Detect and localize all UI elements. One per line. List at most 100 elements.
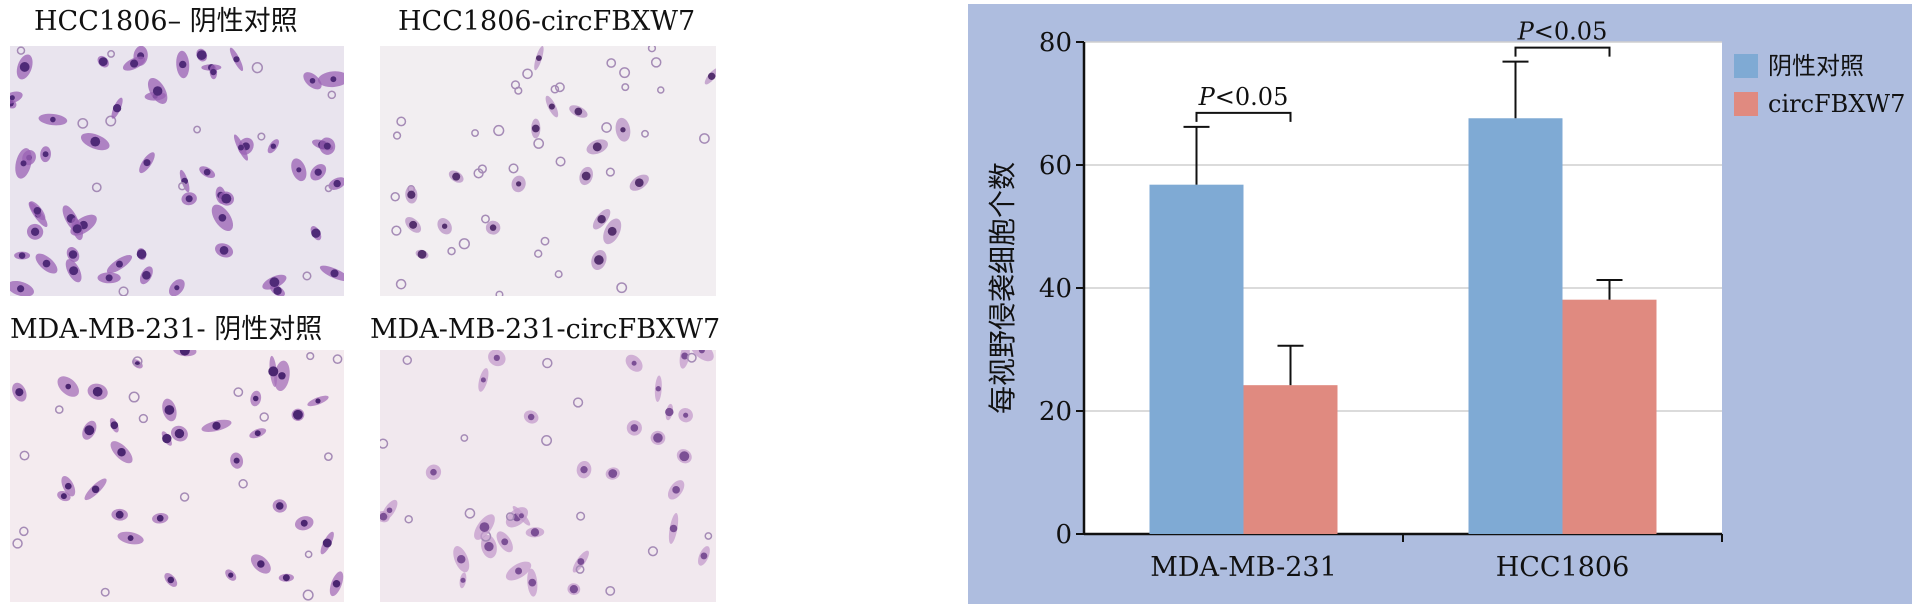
cell-nucleus xyxy=(15,388,24,397)
micrograph-hcc1806-circfbxw7 xyxy=(380,46,716,296)
micrograph-hcc1806-circfbxw7-svg xyxy=(380,46,716,296)
membrane-pore xyxy=(138,413,149,424)
cell-nucleus xyxy=(607,226,617,236)
cell-nucleus xyxy=(210,68,217,76)
cell-nucleus xyxy=(282,574,290,582)
membrane-pore xyxy=(396,116,407,127)
bar xyxy=(1149,184,1244,534)
membrane-pore xyxy=(193,125,202,134)
cell-nucleus xyxy=(50,116,56,123)
membrane-pore xyxy=(554,270,563,279)
legend-label: 阴性对照 xyxy=(1768,52,1864,80)
cell-nucleus xyxy=(68,250,78,259)
cell-nucleus xyxy=(185,195,193,203)
membrane-pore xyxy=(12,538,23,549)
cell-nucleus xyxy=(115,260,123,268)
micrograph-mda-circfbxw7-svg xyxy=(380,350,716,602)
cell-nucleus xyxy=(130,59,139,68)
membrane-pore xyxy=(380,438,389,449)
membrane-pore xyxy=(540,236,550,246)
cell-nucleus xyxy=(19,62,30,72)
cell-nucleus xyxy=(270,143,277,149)
cell-nucleus xyxy=(233,56,240,63)
cell-nucleus xyxy=(456,554,466,564)
membrane-pore xyxy=(402,355,413,365)
cell-nucleus xyxy=(112,104,122,113)
cell-nucleus xyxy=(278,372,286,380)
membrane-pore xyxy=(54,405,64,414)
membrane-pore xyxy=(514,86,523,95)
cell-nucleus xyxy=(620,127,626,133)
cell-nucleus xyxy=(679,451,690,462)
cell-nucleus xyxy=(655,386,662,392)
membrane-pore xyxy=(647,546,659,557)
cell-nucleus xyxy=(300,519,308,527)
cell-nucleus xyxy=(156,514,164,522)
cell-nucleus xyxy=(441,223,448,229)
cell-nucleus xyxy=(597,214,606,224)
cell-nucleus xyxy=(460,577,466,583)
cell-nucleus xyxy=(218,213,227,222)
cell-nucleus xyxy=(42,259,51,268)
cell-nucleus xyxy=(594,255,604,265)
cell-nucleus xyxy=(20,160,27,167)
cell-nucleus xyxy=(669,524,678,533)
membrane-pore xyxy=(233,387,244,398)
membrane-pore xyxy=(508,163,519,174)
cell-nucleus xyxy=(531,124,540,133)
cell-nucleus xyxy=(581,171,591,181)
cell-nucleus xyxy=(17,285,25,293)
significance-label: P<0.05 xyxy=(1198,83,1289,111)
cell-nucleus xyxy=(174,285,180,291)
membrane-pore xyxy=(605,585,616,596)
cell-nucleus xyxy=(452,172,461,181)
cell-nucleus xyxy=(333,179,341,188)
membrane-pore xyxy=(302,589,314,601)
cell-nucleus xyxy=(164,405,175,415)
membrane-pore xyxy=(606,58,617,68)
cell-nucleus xyxy=(196,50,207,60)
cell-nucleus xyxy=(152,86,163,96)
cell-nucleus xyxy=(212,421,221,430)
y-tick-label: 40 xyxy=(1039,274,1072,304)
cell-nucleus xyxy=(252,395,259,402)
membrane-pore xyxy=(534,249,543,258)
cell-nucleus xyxy=(69,266,79,276)
membrane-pore xyxy=(621,83,630,92)
membrane-pore xyxy=(464,508,476,519)
cell-nucleus xyxy=(409,220,418,229)
membrane-pore xyxy=(554,82,565,93)
cell-nucleus xyxy=(574,107,583,116)
cell-nucleus xyxy=(292,409,303,420)
cell-nucleus xyxy=(105,274,113,282)
cell-nucleus xyxy=(273,286,282,295)
cell-nucleus xyxy=(84,425,95,436)
micrograph-mda-control xyxy=(10,350,344,602)
cell-nucleus xyxy=(501,538,509,546)
cell-nucleus xyxy=(672,486,680,494)
membrane-pore xyxy=(533,138,545,149)
y-tick-label: 0 xyxy=(1055,520,1072,550)
cell-nucleus xyxy=(592,142,602,152)
membrane-pore xyxy=(302,271,312,281)
cell-nucleus xyxy=(311,228,321,238)
membrane-pore xyxy=(238,479,248,489)
cell-nucleus xyxy=(30,227,40,236)
cell-nucleus xyxy=(430,468,437,476)
chart-panel: 0 20 40 60 80 MDA-MB-231 HCC1806 P<0.05 P<0.05 每视… xyxy=(968,4,1912,604)
cell-nucleus xyxy=(380,512,388,521)
cell-nucleus xyxy=(330,76,337,83)
cell-nucleus xyxy=(535,55,542,62)
x-tick-label: HCC1806 xyxy=(1496,552,1630,583)
cell-nucleus xyxy=(700,552,708,560)
cell-nucleus xyxy=(698,350,705,354)
micrograph-mda-circfbxw7 xyxy=(380,350,716,602)
membrane-pore xyxy=(390,192,400,202)
cell-nucleus xyxy=(268,366,279,377)
membrane-pore xyxy=(304,550,313,559)
cell-nucleus xyxy=(580,466,588,474)
membrane-pore xyxy=(179,492,190,502)
cell-nucleus xyxy=(683,412,689,418)
membrane-pore xyxy=(656,86,665,94)
cell-nucleus xyxy=(162,433,172,444)
